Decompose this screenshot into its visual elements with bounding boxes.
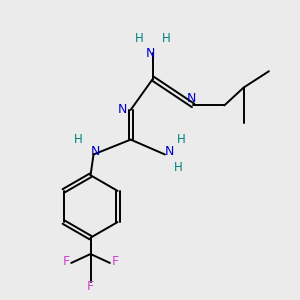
Text: N: N [118, 103, 127, 116]
Text: N: N [187, 92, 196, 105]
Text: F: F [87, 280, 94, 293]
Text: H: H [74, 133, 83, 146]
Text: F: F [62, 255, 69, 268]
Text: N: N [90, 145, 100, 158]
Text: H: H [174, 161, 183, 174]
Text: N: N [145, 47, 155, 60]
Text: N: N [165, 145, 174, 158]
Text: H: H [135, 32, 144, 45]
Text: H: H [162, 32, 171, 45]
Text: F: F [112, 255, 119, 268]
Text: H: H [177, 133, 186, 146]
